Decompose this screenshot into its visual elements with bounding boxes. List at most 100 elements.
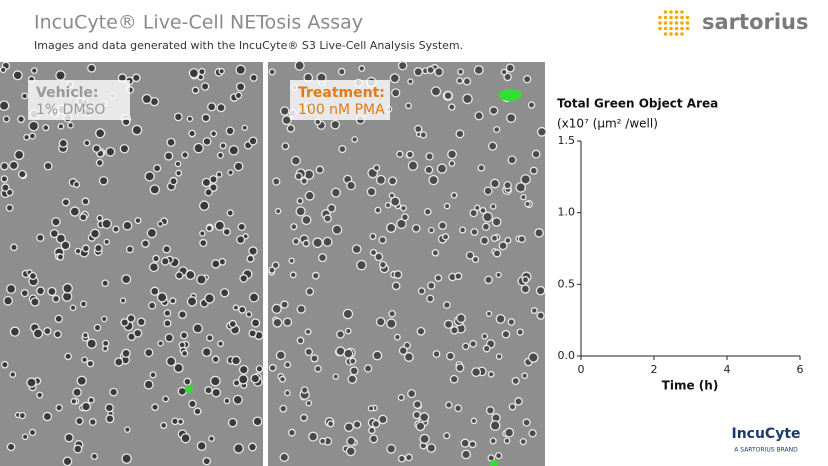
cell [470, 228, 479, 236]
cell [199, 230, 206, 237]
cell [175, 169, 183, 177]
cell [93, 323, 102, 332]
cell [175, 271, 184, 280]
cell [470, 417, 478, 425]
y-axis-label: (x10⁷ (µm² /well) [557, 117, 658, 131]
cell [152, 254, 160, 263]
cell [86, 338, 97, 349]
cell [483, 186, 493, 196]
cell [337, 67, 346, 76]
cell [315, 165, 325, 175]
cell [317, 253, 328, 263]
cell [308, 431, 319, 442]
cell [121, 348, 131, 358]
cell [374, 206, 382, 214]
cell [501, 329, 511, 339]
cell [487, 370, 495, 378]
cell [413, 67, 423, 77]
cell [124, 426, 131, 433]
cell [424, 165, 434, 175]
cell [519, 438, 527, 446]
cell [150, 286, 160, 296]
cell [450, 326, 459, 335]
cell [157, 340, 164, 347]
cell [474, 111, 484, 121]
cell [238, 364, 249, 375]
cell [148, 301, 157, 310]
cell [53, 330, 62, 339]
cell [490, 178, 500, 189]
cell [12, 70, 23, 81]
cell [271, 261, 280, 270]
cell [520, 193, 527, 201]
cell [505, 63, 515, 73]
cell [351, 136, 359, 143]
cell [17, 115, 25, 124]
cell [386, 318, 397, 329]
cell [312, 237, 323, 249]
cell [79, 213, 88, 222]
cell [199, 238, 208, 248]
cell [469, 339, 477, 348]
cell [460, 438, 470, 448]
cell [268, 68, 276, 76]
cell [495, 271, 502, 279]
logo-dot [663, 21, 668, 25]
x-tick-label: 4 [724, 363, 731, 376]
cell [462, 93, 473, 105]
cell [162, 395, 170, 403]
cell [30, 297, 40, 307]
cell [0, 161, 9, 171]
cell [222, 227, 231, 236]
cell [511, 376, 520, 386]
cell [204, 293, 215, 304]
cell [387, 176, 398, 186]
cell [87, 396, 95, 404]
cell [282, 317, 293, 327]
cell [217, 340, 224, 348]
cell [416, 326, 426, 336]
cell [174, 160, 182, 168]
cell [67, 122, 74, 129]
cell [346, 180, 356, 191]
cell [177, 386, 187, 396]
cell [330, 119, 341, 130]
cell [188, 129, 196, 138]
cell [521, 372, 529, 380]
cell [160, 421, 168, 429]
cell [198, 200, 210, 211]
logo-dot [663, 10, 668, 14]
cell [349, 357, 357, 365]
cell [96, 214, 104, 222]
cell [517, 235, 526, 244]
cell [28, 132, 36, 140]
cell [156, 292, 168, 303]
cell [235, 64, 246, 76]
cell [62, 283, 73, 294]
logo-dot [685, 21, 690, 25]
cell [427, 281, 436, 290]
cell [503, 72, 512, 82]
cell [411, 223, 421, 233]
cell [455, 129, 465, 139]
cell [236, 235, 246, 245]
cell [283, 361, 292, 369]
cell [28, 428, 37, 437]
cell [493, 125, 501, 134]
cell [372, 164, 381, 172]
cell [289, 271, 297, 279]
cell [54, 314, 63, 324]
cell [296, 304, 306, 314]
cell [136, 317, 146, 327]
cell [445, 401, 453, 409]
logo-dot [685, 26, 690, 31]
cell [73, 180, 81, 188]
cell [55, 233, 66, 244]
cell [385, 222, 397, 233]
cell [134, 217, 142, 225]
cell [5, 203, 14, 212]
cell [314, 364, 322, 373]
cell [101, 315, 108, 323]
cell [292, 237, 300, 246]
cell [42, 124, 50, 132]
